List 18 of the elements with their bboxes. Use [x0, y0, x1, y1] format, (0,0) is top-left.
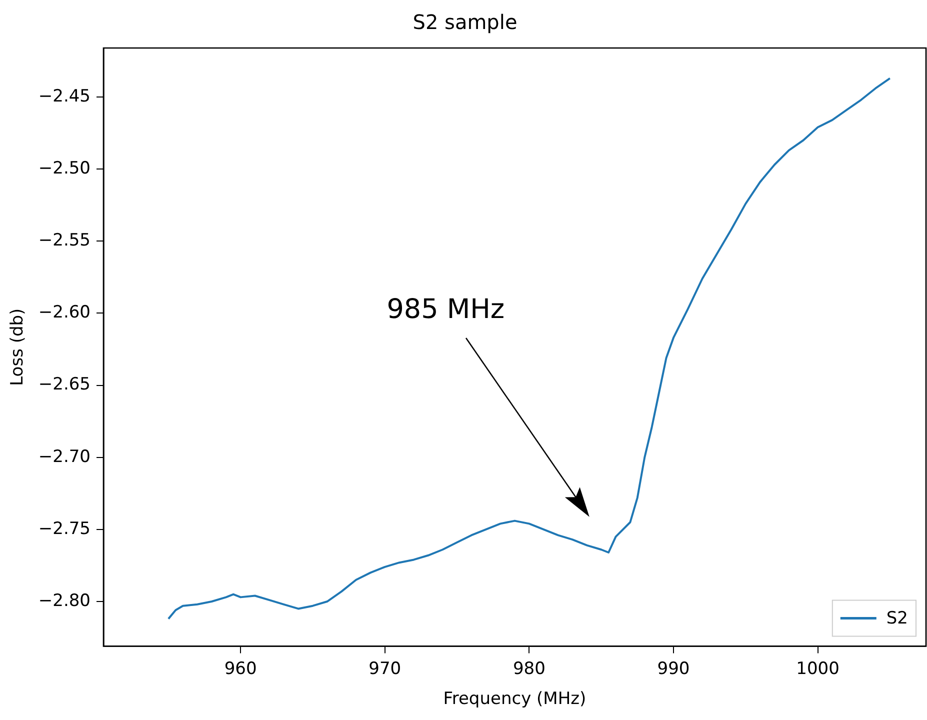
y-tick-label: −2.65 [38, 374, 90, 395]
y-tick-label: −2.70 [38, 446, 90, 467]
y-tick-label: −2.75 [38, 518, 90, 539]
legend-label: S2 [886, 608, 908, 629]
x-tick-label: 980 [512, 658, 546, 679]
annotation: 985 MHz [386, 294, 505, 326]
x-axis-title: Frequency (MHz) [443, 689, 586, 710]
y-tick-label: −2.60 [38, 302, 90, 323]
x-tick-label: 970 [368, 658, 402, 679]
y-tick-label: −2.80 [38, 590, 90, 611]
x-tick-label: 1000 [796, 658, 840, 679]
x-tick-label: 990 [657, 658, 690, 679]
y-tick-label: −2.50 [38, 158, 90, 179]
y-tick-label: −2.45 [38, 86, 90, 106]
y-tick-label: −2.55 [38, 230, 90, 251]
x-tick-label: 960 [224, 658, 257, 679]
y-axis-title: Loss (db) [8, 308, 28, 386]
chart-title: S2 sample [412, 10, 518, 34]
